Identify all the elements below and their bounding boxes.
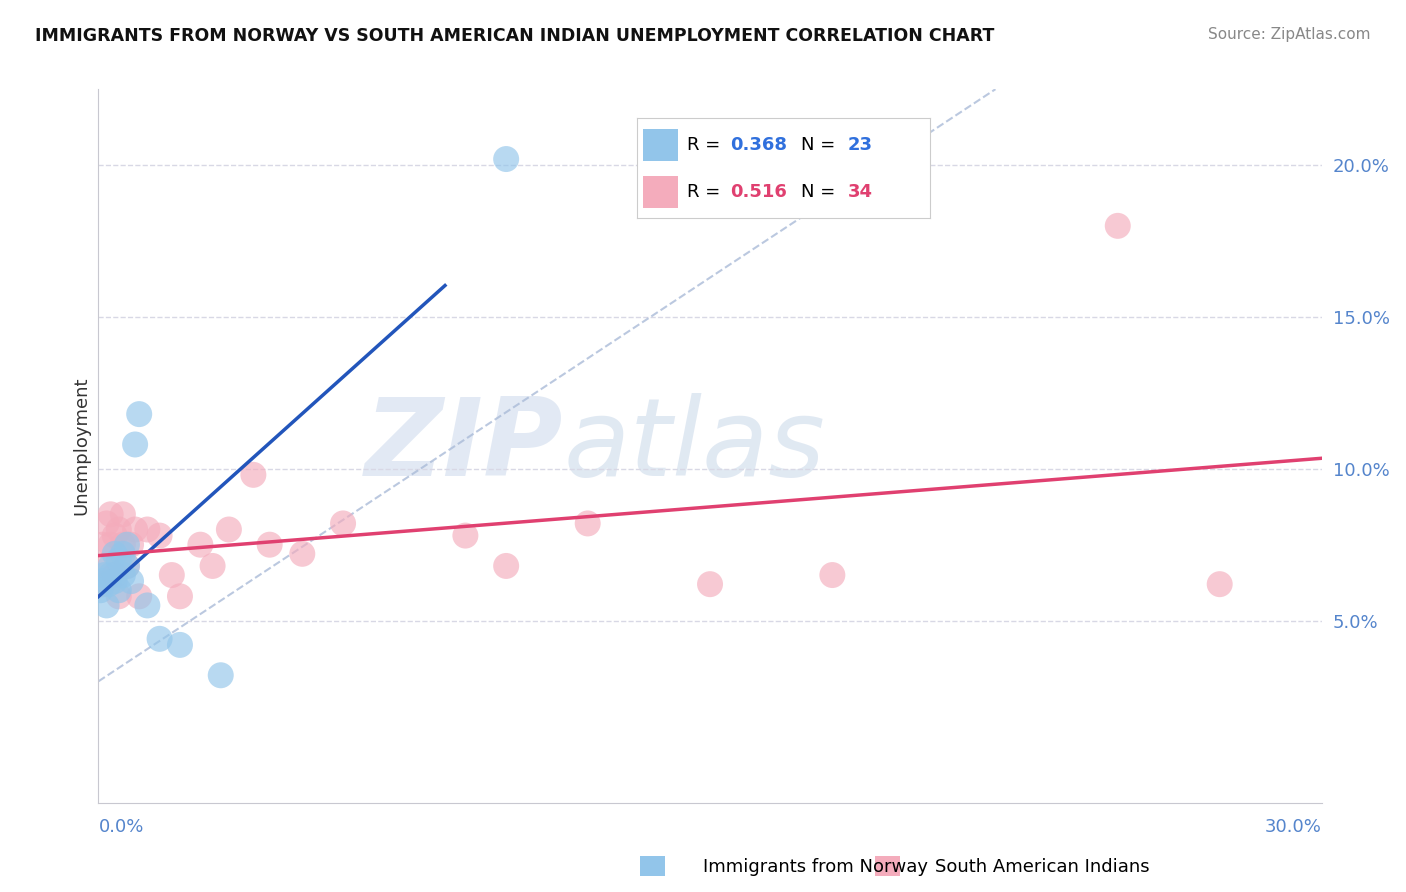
- Point: [115, 558, 138, 573]
- Point: [96, 516, 118, 531]
- Point: [136, 523, 159, 537]
- Y-axis label: Unemployment: Unemployment: [72, 376, 90, 516]
- Point: [104, 528, 127, 542]
- Point: [108, 523, 131, 537]
- Point: [136, 599, 159, 613]
- Text: 0.516: 0.516: [731, 183, 787, 201]
- Point: [149, 632, 172, 646]
- Point: [91, 538, 114, 552]
- Point: [100, 568, 122, 582]
- Point: [91, 574, 114, 588]
- Point: [111, 508, 134, 522]
- Point: [124, 523, 146, 537]
- Text: Source: ZipAtlas.com: Source: ZipAtlas.com: [1208, 27, 1371, 42]
- Point: [1107, 219, 1129, 233]
- Point: [111, 547, 134, 561]
- Point: [1209, 577, 1232, 591]
- Point: [108, 553, 131, 567]
- Text: 23: 23: [848, 136, 873, 153]
- Point: [332, 516, 354, 531]
- Point: [111, 568, 134, 582]
- Text: N =: N =: [801, 136, 841, 153]
- Text: IMMIGRANTS FROM NORWAY VS SOUTH AMERICAN INDIAN UNEMPLOYMENT CORRELATION CHART: IMMIGRANTS FROM NORWAY VS SOUTH AMERICAN…: [35, 27, 994, 45]
- Point: [495, 152, 517, 166]
- Point: [188, 538, 212, 552]
- Point: [115, 538, 138, 552]
- Point: [454, 528, 477, 542]
- Point: [100, 558, 122, 573]
- Point: [97, 577, 120, 591]
- Point: [111, 538, 134, 552]
- Point: [100, 538, 122, 552]
- Text: Immigrants from Norway: Immigrants from Norway: [703, 858, 928, 876]
- Text: R =: R =: [686, 136, 725, 153]
- Point: [201, 558, 224, 573]
- Bar: [643, 128, 678, 161]
- Point: [576, 516, 599, 531]
- Point: [93, 568, 115, 582]
- Text: ZIP: ZIP: [366, 393, 564, 499]
- Point: [120, 538, 142, 552]
- Point: [104, 574, 127, 588]
- Point: [218, 523, 240, 537]
- Point: [96, 558, 118, 573]
- Text: 0.0%: 0.0%: [98, 818, 143, 836]
- Point: [96, 599, 118, 613]
- Text: 30.0%: 30.0%: [1265, 818, 1322, 836]
- Point: [108, 590, 131, 604]
- Text: 0.368: 0.368: [731, 136, 787, 153]
- Point: [128, 407, 150, 421]
- Point: [242, 467, 264, 482]
- Text: atlas: atlas: [564, 393, 825, 499]
- Point: [821, 568, 844, 582]
- Point: [291, 547, 314, 561]
- Point: [108, 583, 131, 598]
- Point: [91, 577, 114, 591]
- Text: R =: R =: [686, 183, 725, 201]
- Bar: [643, 176, 678, 208]
- Point: [169, 638, 191, 652]
- Point: [89, 583, 111, 598]
- Point: [169, 590, 191, 604]
- Text: South American Indians: South American Indians: [935, 858, 1150, 876]
- Point: [699, 577, 721, 591]
- Text: 34: 34: [848, 183, 873, 201]
- Point: [104, 547, 127, 561]
- Point: [149, 528, 172, 542]
- Point: [160, 568, 183, 582]
- Point: [128, 590, 150, 604]
- Point: [104, 568, 127, 582]
- Point: [120, 574, 142, 588]
- Text: N =: N =: [801, 183, 841, 201]
- Point: [209, 668, 232, 682]
- Point: [115, 558, 138, 573]
- Point: [495, 558, 517, 573]
- Point: [100, 508, 122, 522]
- Point: [124, 437, 146, 451]
- Point: [259, 538, 281, 552]
